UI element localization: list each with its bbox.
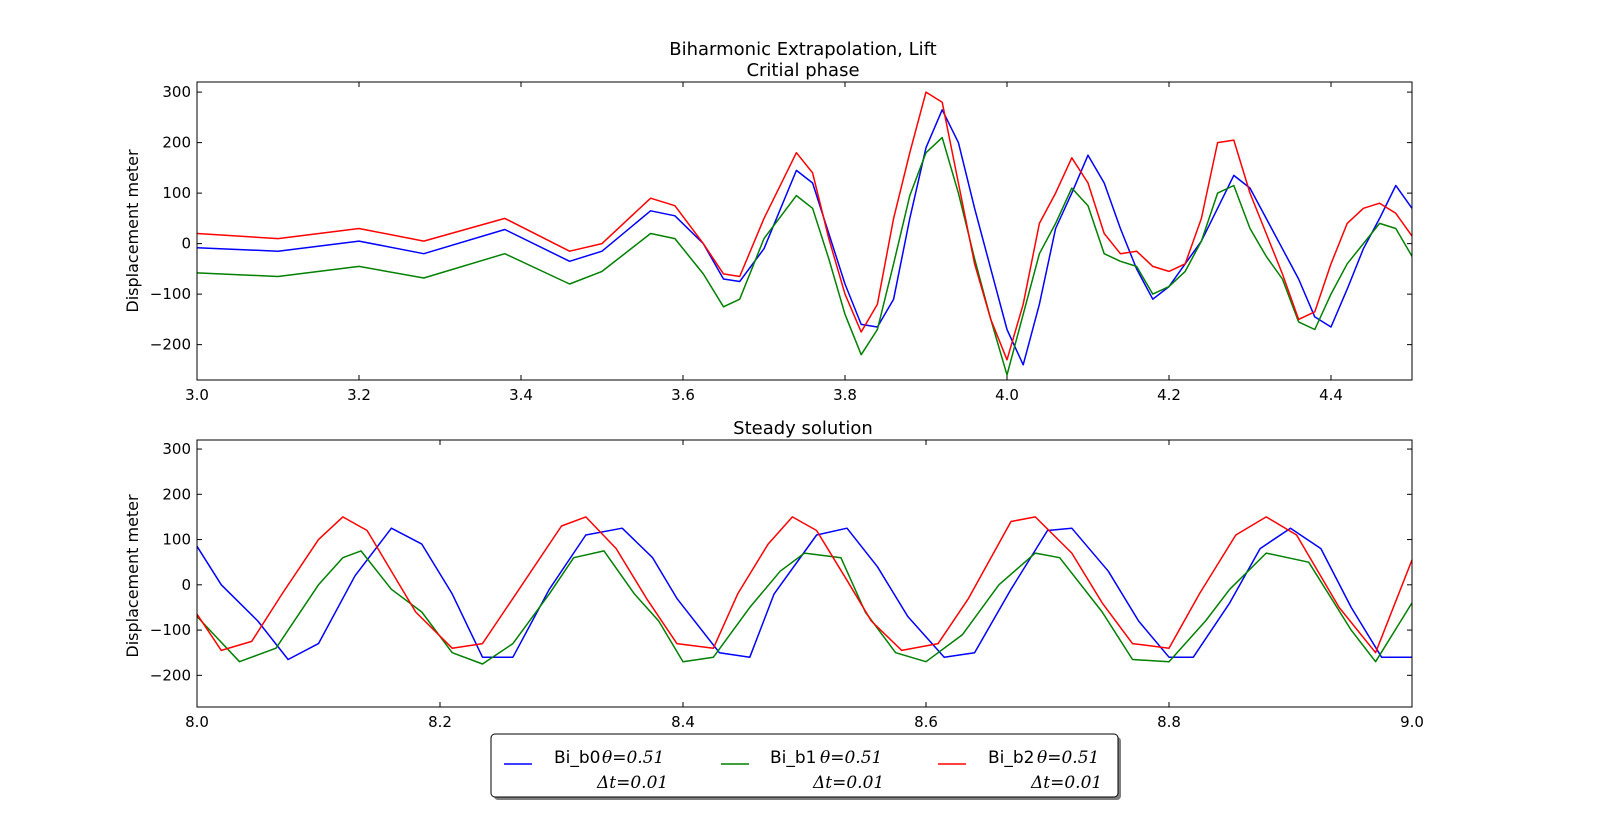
y-tick-label: 300 [162, 83, 191, 101]
x-tick-label: 8.8 [1157, 713, 1181, 731]
legend-label-bi-b1: Bi_b1 [770, 748, 817, 768]
series-line-bi-b1 [196, 136, 1413, 376]
figure-suptitle: Biharmonic Extrapolation, Lift [669, 39, 936, 60]
y-tick-label: 300 [162, 440, 191, 458]
x-tick-label: 4.0 [995, 386, 1019, 404]
y-tick-label: 0 [181, 235, 191, 253]
legend: Bi_b0 θ=0.51 Δt=0.01 Bi_b1 θ=0.51 Δt=0.0… [490, 733, 1121, 800]
legend-dt-bi-b2: Δt=0.01 [1030, 773, 1102, 793]
x-tick-label: 3.4 [509, 386, 533, 404]
x-tick-label: 9.0 [1400, 713, 1424, 731]
legend-math-bi-b2: θ=0.51 [1037, 748, 1099, 768]
y-tick-label: −200 [150, 666, 191, 684]
y-tick-label: 200 [162, 134, 191, 152]
y-tick-label: −100 [150, 285, 191, 303]
axes-critical-phase: Critial phase Displacement meter 3.0 3.2 3… [123, 60, 1413, 404]
y-tick-label: −200 [150, 336, 191, 354]
x-tick-label: 3.2 [347, 386, 371, 404]
axes-steady-solution: Steady solution Displacement meter 8.0 8.… [123, 418, 1424, 731]
x-tick-label: 4.2 [1157, 386, 1181, 404]
y-tick-label: −100 [150, 621, 191, 639]
legend-dt-bi-b0: Δt=0.01 [596, 773, 668, 793]
legend-label-bi-b2: Bi_b2 [988, 748, 1035, 768]
axes-title: Critial phase [746, 60, 859, 81]
legend-math-bi-b1: θ=0.51 [820, 748, 882, 768]
y-axis-label: Displacement meter [123, 149, 142, 313]
x-tick-label: 4.4 [1319, 386, 1343, 404]
legend-math-bi-b0: θ=0.51 [602, 748, 664, 768]
y-tick-label: 100 [162, 531, 191, 549]
series-line-bi-b0 [196, 527, 1412, 661]
x-tick-label: 8.4 [671, 713, 695, 731]
legend-box [490, 733, 1119, 798]
axes-title: Steady solution [733, 418, 873, 439]
series-line-bi-b1 [196, 550, 1413, 665]
plot-frame [196, 81, 1413, 381]
legend-dt-bi-b1: Δt=0.01 [812, 773, 884, 793]
y-tick-label: 0 [181, 576, 191, 594]
x-tick-label: 3.8 [833, 386, 857, 404]
plot-frame [196, 439, 1413, 708]
x-tick-label: 3.6 [671, 386, 695, 404]
x-tick-label: 8.2 [428, 713, 452, 731]
series-line-bi-b0 [196, 109, 1413, 366]
series-line-bi-b2 [196, 91, 1413, 361]
x-tick-label: 8.0 [185, 713, 209, 731]
y-tick-label: 100 [162, 184, 191, 202]
series-line-bi-b2 [196, 516, 1413, 654]
y-tick-label: 200 [162, 485, 191, 503]
x-tick-label: 8.6 [914, 713, 938, 731]
x-tick-label: 3.0 [185, 386, 209, 404]
y-axis-label: Displacement meter [123, 494, 142, 658]
legend-label-bi-b0: Bi_b0 [554, 748, 601, 768]
